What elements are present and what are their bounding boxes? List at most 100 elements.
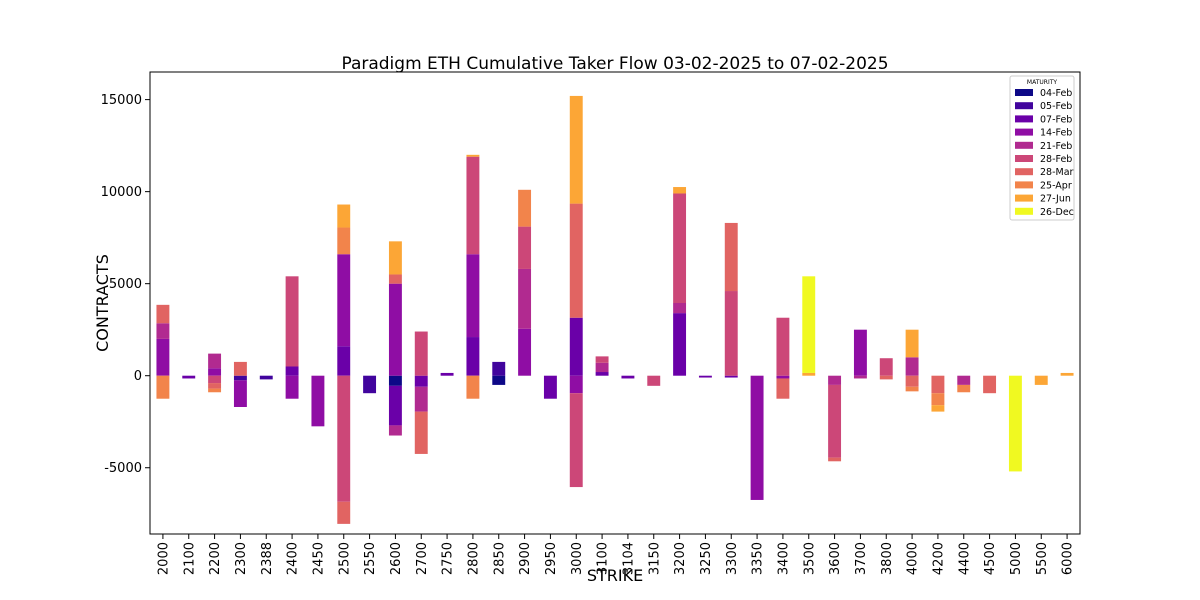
- bar-2600-28-mar: [388, 274, 402, 284]
- bar-3000-27-jun: [569, 95, 583, 204]
- legend-swatch-26-dec: [1015, 207, 1033, 215]
- x-tick-label: 3100: [596, 542, 611, 575]
- y-tick-label: 5000: [109, 277, 142, 292]
- bar-2100-07-feb: [182, 375, 196, 379]
- bar-4400-21-feb: [957, 375, 971, 385]
- y-axis: -5000 0 5000 10000 15000: [101, 93, 150, 476]
- x-tick-label: 3800: [880, 542, 895, 575]
- x-tick-label: 2950: [544, 542, 559, 575]
- chart-title: Paradigm ETH Cumulative Taker Flow 03-02…: [341, 54, 888, 74]
- bar-3300-07-feb: [724, 375, 738, 378]
- bar-3500-26-dec: [802, 276, 816, 373]
- bar-2300-28-mar: [233, 361, 247, 376]
- bar-2200-14-feb: [208, 368, 222, 376]
- x-tick-label: 2450: [311, 542, 326, 575]
- legend-swatch-05-feb: [1015, 102, 1033, 110]
- bars: [156, 95, 1074, 524]
- bar-2850-05-feb: [492, 361, 506, 376]
- legend-swatch-28-mar: [1015, 168, 1033, 176]
- bar-3100-21-feb: [595, 362, 609, 373]
- bar-3300-28-feb: [724, 291, 738, 376]
- bar-2550-05-feb: [363, 375, 377, 394]
- bar-4500-28-mar: [983, 375, 997, 394]
- x-tick-label: 4000: [906, 542, 921, 575]
- bar-3400-14-feb: [776, 375, 790, 379]
- bar-4200-27-jun: [931, 405, 945, 412]
- bar-3700-14-feb: [853, 329, 867, 376]
- bar-2000-25-apr: [156, 375, 170, 399]
- legend-swatch-28-feb: [1015, 155, 1033, 162]
- bar-4000-25-apr: [905, 386, 919, 392]
- legend-label-05-feb: 05-Feb: [1040, 101, 1072, 112]
- x-tick-label: 3600: [828, 542, 843, 575]
- bar-2600-27-jun: [388, 241, 402, 275]
- bar-2400-07-feb: [285, 366, 299, 376]
- bar-2600-04-feb: [388, 375, 402, 386]
- bar-3000-28-feb: [569, 393, 583, 488]
- x-tick-label: 2900: [518, 542, 533, 575]
- bar-3400-28-mar: [776, 378, 790, 399]
- bar-3200-27-jun: [673, 187, 687, 194]
- bar-3600-28-mar: [828, 457, 842, 462]
- bar-4200-25-apr: [931, 393, 945, 406]
- x-tick-label: 2700: [415, 542, 430, 575]
- bar-2800-25-apr: [466, 375, 480, 399]
- bar-2500-07-feb: [337, 346, 351, 376]
- x-tick-label: 3250: [699, 542, 714, 575]
- x-tick-label: 4500: [983, 542, 998, 575]
- bar-2500-28-mar: [337, 501, 351, 524]
- y-tick-label: 15000: [101, 93, 142, 108]
- bar-2200-28-mar: [208, 383, 222, 389]
- bar-3800-28-mar: [879, 375, 893, 380]
- bar-2200-25-apr: [208, 388, 222, 393]
- bar-6000-27-jun: [1060, 372, 1074, 376]
- x-tick-label: 2750: [441, 542, 456, 575]
- x-tick-label: 2400: [286, 542, 301, 575]
- bar-3500-27-jun: [802, 372, 816, 376]
- bar-4400-25-apr: [957, 384, 971, 393]
- x-tick-label: 3200: [673, 542, 688, 575]
- x-axis: 2000 2100 2200 2300 2388 2400 2450 2500 2550 2600…: [156, 534, 1076, 575]
- x-tick-label: 3000: [570, 542, 585, 575]
- y-tick-label: 0: [134, 369, 142, 384]
- bar-3200-07-feb: [673, 313, 687, 376]
- bar-2600-21-feb: [388, 425, 402, 436]
- legend-label-04-feb: 04-Feb: [1040, 88, 1072, 99]
- x-tick-label: 2200: [208, 542, 223, 575]
- bar-4000-27-jun: [905, 329, 919, 358]
- bar-3600-28-feb: [828, 384, 842, 458]
- bar-2800-14-feb: [466, 254, 480, 338]
- x-tick-label: 5000: [1009, 542, 1024, 575]
- legend-swatch-07-feb: [1015, 115, 1033, 123]
- legend: MATURITY 04-Feb 05-Feb 07-Feb 14-Feb 21-Feb 2…: [1009, 75, 1075, 221]
- bar-3150-28-feb: [647, 375, 661, 386]
- legend-label-27-jun: 27-Jun: [1040, 194, 1071, 205]
- x-tick-label: 2550: [363, 542, 378, 575]
- bar-2750-07-feb: [440, 372, 454, 376]
- bar-2000-21-feb: [156, 323, 170, 339]
- bar-2800-28-feb: [466, 156, 480, 255]
- bar-2450-14-feb: [311, 375, 325, 427]
- x-tick-label: 6000: [1061, 542, 1076, 575]
- bar-3700-21-feb: [853, 375, 867, 379]
- bar-2700-07-feb: [414, 375, 428, 387]
- bar-2500-14-feb: [337, 254, 351, 347]
- bar-2400-28-feb: [285, 276, 299, 367]
- bar-3200-21-feb: [673, 303, 687, 314]
- x-tick-label: 3700: [854, 542, 869, 575]
- x-tick-label: 2300: [234, 542, 249, 575]
- legend-swatch-21-feb: [1015, 141, 1033, 149]
- bar-2200-21-feb: [208, 353, 222, 369]
- bar-4000-21-feb: [905, 357, 919, 376]
- bar-2600-14-feb: [388, 283, 402, 376]
- x-tick-label: 3150: [647, 542, 662, 575]
- y-tick-label: 10000: [101, 185, 142, 200]
- bar-2000-14-feb: [156, 338, 170, 376]
- bar-5000-26-dec: [1008, 375, 1022, 472]
- bar-2700-28-feb: [414, 331, 428, 376]
- x-tick-label: 4200: [931, 542, 946, 575]
- plot-frame: [149, 71, 1081, 535]
- x-tick-label: 2500: [337, 542, 352, 575]
- x-tick-label: 3500: [802, 542, 817, 575]
- x-tick-label: 3350: [751, 542, 766, 575]
